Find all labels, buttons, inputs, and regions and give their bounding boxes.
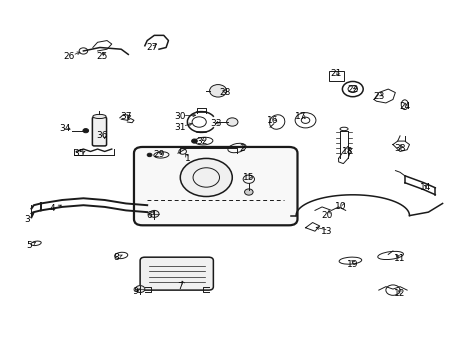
Text: 9: 9 — [133, 287, 138, 296]
Circle shape — [136, 286, 145, 293]
Text: 19: 19 — [347, 260, 358, 269]
Text: 28: 28 — [219, 88, 231, 97]
Text: 27: 27 — [146, 43, 158, 52]
Circle shape — [210, 85, 227, 97]
FancyBboxPatch shape — [92, 117, 107, 146]
Text: 2: 2 — [239, 143, 245, 152]
Text: 5: 5 — [26, 240, 32, 250]
Circle shape — [245, 189, 253, 195]
Text: 8: 8 — [114, 253, 119, 262]
Text: 12: 12 — [394, 289, 406, 298]
Text: 16: 16 — [267, 116, 278, 125]
Text: 36: 36 — [97, 132, 108, 140]
Text: 24: 24 — [399, 102, 410, 111]
Text: 14: 14 — [420, 183, 432, 192]
FancyBboxPatch shape — [134, 147, 298, 225]
Text: 23: 23 — [373, 92, 384, 101]
Text: 30: 30 — [174, 112, 186, 121]
Text: 1: 1 — [184, 154, 190, 163]
Text: 18: 18 — [342, 147, 354, 156]
Circle shape — [191, 139, 197, 143]
Circle shape — [150, 211, 159, 218]
Text: 38: 38 — [394, 143, 406, 152]
Text: 17: 17 — [295, 112, 307, 121]
Text: 26: 26 — [64, 52, 75, 61]
Text: 6: 6 — [146, 211, 153, 220]
Text: 20: 20 — [321, 211, 332, 220]
Text: 11: 11 — [394, 254, 406, 263]
Text: 13: 13 — [321, 227, 333, 236]
Circle shape — [147, 153, 152, 157]
Text: 29: 29 — [153, 150, 164, 159]
Text: 32: 32 — [196, 136, 207, 145]
Text: 37: 37 — [120, 112, 132, 121]
Text: 15: 15 — [243, 173, 255, 182]
Text: 3: 3 — [24, 215, 29, 223]
Text: 22: 22 — [347, 85, 358, 94]
Text: 7: 7 — [177, 282, 183, 291]
Text: 21: 21 — [330, 69, 342, 78]
Circle shape — [227, 118, 238, 126]
Ellipse shape — [93, 114, 106, 119]
Text: 25: 25 — [97, 52, 108, 61]
Text: 35: 35 — [73, 149, 84, 158]
FancyBboxPatch shape — [140, 257, 213, 290]
Text: 33: 33 — [210, 119, 221, 128]
Text: 10: 10 — [335, 203, 346, 212]
Text: 4: 4 — [50, 204, 55, 213]
Text: 31: 31 — [174, 123, 186, 132]
Circle shape — [180, 158, 232, 197]
Circle shape — [83, 129, 89, 133]
Text: 34: 34 — [59, 125, 70, 133]
